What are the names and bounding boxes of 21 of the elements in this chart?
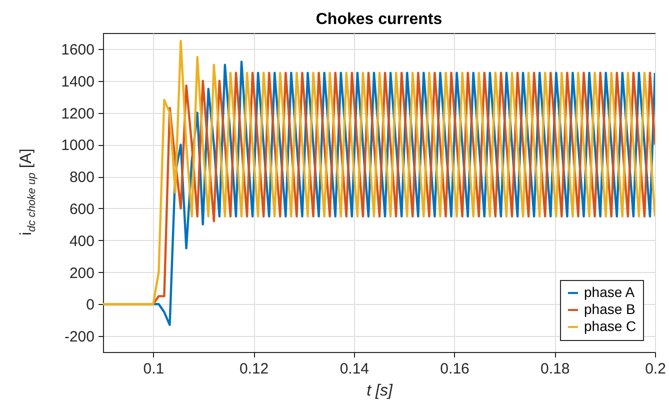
y-tick-label: 1000 [61,137,94,154]
x-tick-label: 0.18 [540,360,570,378]
legend-label: phase B [584,301,636,317]
y-tick-label: 0 [86,296,94,314]
legend-label: phase A [584,284,636,300]
y-tick-label: 200 [69,264,94,282]
x-tick-label: 0.16 [440,360,470,378]
y-tick-label: 600 [69,200,94,218]
y-tick-label: 1200 [61,105,94,122]
x-tick-label: 0.1 [143,360,164,378]
y-tick-label: 1400 [61,73,94,90]
y-tick-label: 1600 [61,41,94,58]
x-axis-title: t [s] [366,382,393,400]
y-tick-label: 400 [69,232,94,250]
x-tick-label: 0.2 [645,360,666,378]
y-tick-label: 800 [69,169,94,186]
x-tick-label: 0.14 [340,360,370,378]
chart-title: Chokes currents [316,11,442,28]
x-tick-label: 0.12 [239,360,269,378]
y-tick-label: -200 [64,328,94,346]
legend-label: phase C [584,318,636,334]
